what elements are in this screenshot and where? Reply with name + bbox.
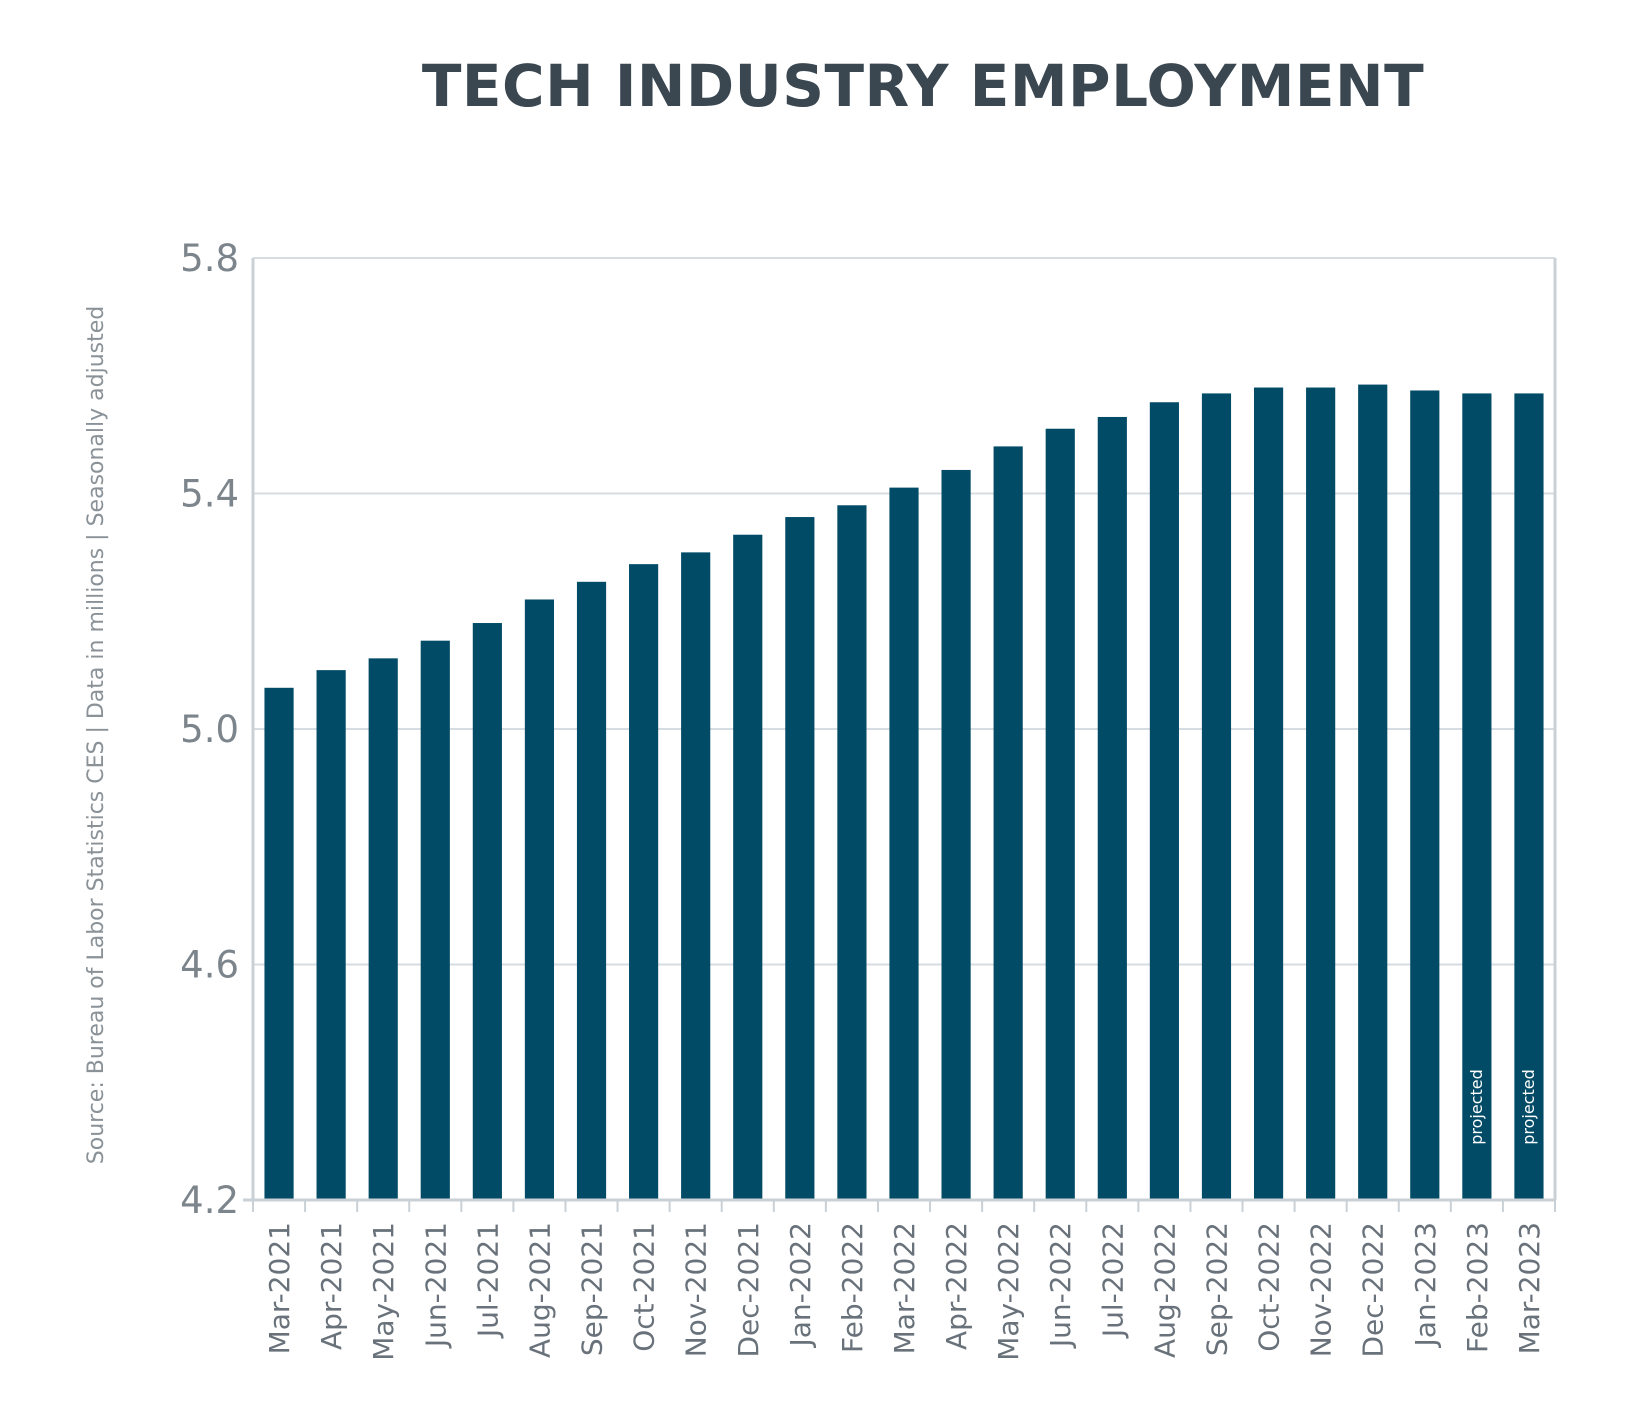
bar (993, 446, 1023, 1200)
bar (368, 658, 398, 1200)
bar (1462, 393, 1492, 1201)
bar (1306, 387, 1336, 1200)
x-tick-labels: Mar-2021 Apr-2021 May-2021 Jun-2021 Jul-2021… (263, 1222, 1546, 1361)
projected-label: projected (1467, 1069, 1486, 1145)
chart-title: TECH INDUSTRY EMPLOYMENT (421, 52, 1425, 120)
x-tick-label: Aug-2021 (523, 1222, 556, 1358)
x-tick-label: Jul-2021 (471, 1222, 504, 1339)
bar (524, 599, 555, 1200)
x-tick-label: Jun-2021 (419, 1222, 452, 1349)
axes (243, 258, 1557, 1212)
x-tick-label: Oct-2022 (1253, 1222, 1286, 1352)
x-tick-label: Dec-2022 (1357, 1222, 1390, 1358)
x-tick-label: Sep-2021 (576, 1222, 609, 1356)
bar (1253, 387, 1284, 1200)
y-tick-label: 4.2 (180, 1179, 239, 1222)
x-tick-label: Aug-2022 (1148, 1222, 1181, 1358)
x-tick-label: Jul-2022 (1096, 1222, 1129, 1339)
x-tick-label: May-2021 (367, 1222, 400, 1361)
x-tick-label: Mar-2022 (888, 1222, 921, 1354)
y-tick-label: 5.8 (180, 237, 239, 280)
x-tick-label: Nov-2022 (1305, 1222, 1338, 1357)
bar (629, 564, 659, 1200)
bar (889, 487, 919, 1200)
bar (1097, 416, 1127, 1200)
bar (1149, 402, 1179, 1200)
bar (681, 552, 711, 1200)
x-tick-label: Jan-2022 (784, 1222, 817, 1349)
source-note: Source: Bureau of Labor Statistics CES |… (84, 306, 109, 1164)
x-tick-label: May-2022 (992, 1222, 1025, 1361)
bar (576, 581, 607, 1200)
bar (472, 623, 502, 1200)
bars: projected projected (264, 384, 1544, 1201)
x-tick-label: Feb-2023 (1461, 1222, 1494, 1353)
x-tick-label: Feb-2022 (836, 1222, 869, 1353)
bar (1201, 393, 1232, 1201)
bar (1410, 390, 1440, 1200)
bar (420, 640, 450, 1200)
x-tick-label: Sep-2022 (1200, 1222, 1233, 1356)
x-tick-label: Jan-2023 (1409, 1222, 1442, 1349)
x-tick-label: Dec-2021 (732, 1222, 765, 1358)
x-tick-label: Mar-2021 (263, 1222, 296, 1354)
bar (1514, 393, 1544, 1201)
projected-label: projected (1519, 1069, 1538, 1145)
bar (733, 534, 763, 1200)
x-tick-label: Nov-2021 (680, 1222, 713, 1357)
bar (1045, 428, 1075, 1200)
bar (785, 517, 815, 1200)
bar (837, 505, 867, 1200)
y-tick-label: 4.6 (180, 944, 239, 987)
x-tick-label: Oct-2021 (628, 1222, 661, 1352)
bar (1358, 384, 1388, 1200)
y-tick-labels: 4.2 4.6 5.0 5.4 5.8 (180, 237, 239, 1222)
x-tick-label: Apr-2022 (940, 1222, 973, 1350)
bar (316, 670, 346, 1200)
x-tick-label: Mar-2023 (1513, 1222, 1546, 1354)
y-tick-label: 5.4 (180, 473, 239, 516)
x-tick-label: Jun-2022 (1044, 1222, 1077, 1349)
bar (264, 687, 294, 1200)
bar (941, 469, 971, 1200)
y-tick-label: 5.0 (180, 708, 239, 751)
x-tick-label: Apr-2021 (315, 1222, 348, 1350)
